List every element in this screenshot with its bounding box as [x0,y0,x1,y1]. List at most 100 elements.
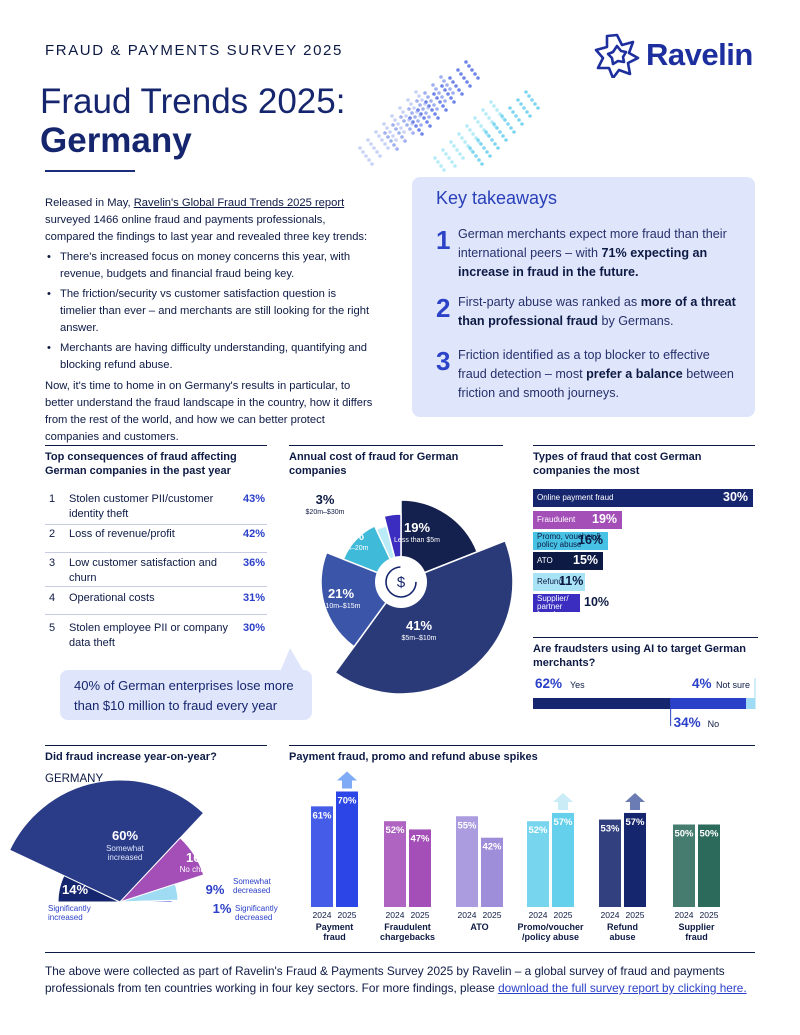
spike-bar [698,824,720,907]
decor-dot [375,150,379,154]
decor-dot [424,100,428,104]
decor-dot [411,131,415,135]
decor-dot [457,88,461,92]
takeaway-number: 1 [436,225,451,255]
spike-category-label: Fraudulent [384,922,431,932]
spikes-title: Payment fraud, promo and refund abuse sp… [289,745,755,764]
decor-dot [412,106,416,110]
yoy-value: 16% [186,850,212,865]
decor-dot [489,100,493,104]
decor-dot [436,116,440,120]
spike-year-label: 2025 [700,910,719,920]
decor-dot [487,134,491,138]
decor-dot [479,124,483,128]
decor-dot [408,116,412,120]
annual-cost-title: Annual cost of fraud for German companie… [289,445,503,478]
decor-dot [386,135,390,139]
consequence-percent: 42% [242,528,265,540]
decor-dot [433,112,437,116]
decor-dot [389,139,393,143]
decor-dot [528,114,532,118]
consequence-percent: 31% [242,592,265,604]
decor-dot [464,60,468,64]
consequence-row: 5 Stolen employee PII or company data th… [45,620,267,652]
spike-bar [456,816,478,907]
title-line-2: Germany [40,121,192,160]
decor-dot [388,130,392,134]
slice-value: 21% [328,586,354,601]
spike-bar-value: 55% [457,820,477,831]
fraud-type-value: 16% [578,533,604,547]
slice-label: $10m–$15m [322,603,361,610]
decor-dot [399,115,403,119]
spike-year-label: 2024 [458,910,477,920]
decor-dot [450,160,454,164]
ravelin-logo: Ravelin [594,32,753,78]
decor-dot [485,150,489,154]
spike-category-label: abuse [609,932,635,942]
takeaway-text-plain: by Germans. [597,314,674,328]
takeaway-text-plain: First-party abuse was ranked as [458,295,641,309]
decor-dot [448,87,452,91]
ai-bar-segment [746,698,755,709]
spike-category-label: Promo/voucher [517,922,584,932]
decor-dot [366,138,370,142]
slice-label: $5m–$10m [401,635,436,642]
decor-dot [358,146,362,150]
ai-yes-label: Yes [570,680,585,690]
decor-dot [437,91,441,95]
decor-dot [451,91,455,95]
decor-dot [413,115,417,119]
spike-bar-value: 57% [553,817,573,828]
decor-dot [468,128,472,132]
decor-dot [436,160,440,164]
decor-dot [439,164,443,168]
decor-dot [504,138,508,142]
decor-dot [405,123,409,127]
decor-dot [473,116,477,120]
ai-no-value: 34% [674,715,701,730]
decor-dot [441,148,445,152]
decor-dot [421,107,425,111]
pie-slice [400,499,479,584]
decor-dot [445,83,449,87]
decor-dot [374,130,378,134]
decor-dot [418,103,422,107]
yoy-slice [119,883,179,903]
decor-dot [430,108,434,112]
rank-number: 2 [49,528,56,540]
yoy-semicircle-chart: 14%Significantlyincreased60%Somewhatincr… [0,780,290,930]
decor-dot [364,154,368,158]
yoy-label: Significantly [235,904,278,913]
yoy-baseline-mask [0,902,290,930]
decor-dot [426,95,430,99]
decor-dot [407,107,411,111]
decor-dot [398,106,402,110]
spike-category-label: chargebacks [380,932,435,942]
decor-dot [415,99,419,103]
decor-dot [399,126,403,130]
decor-dot [471,150,475,154]
enterprise-loss-callout: 40% of German enterprises lose more than… [60,670,312,720]
footer-text: The above were collected as part of Rave… [45,963,760,997]
yoy-title: Did fraud increase year-on-year? [45,745,267,764]
spike-bar [673,824,695,907]
yoy-value: 9% [206,882,225,897]
download-report-link[interactable]: download the full survey report by click… [498,981,747,995]
decor-dot [454,84,458,88]
spike-year-label: 2024 [675,910,694,920]
decor-dot [530,98,534,102]
decor-dot [408,127,412,131]
decor-dot [417,128,421,132]
decor-dot [484,112,488,116]
footer-body: The above were collected as part of Rave… [45,964,725,995]
decor-dot [431,83,435,87]
decor-dot [419,112,423,116]
report-link[interactable]: Ravelin's Global Fraud Trends 2025 repor… [133,197,345,209]
rank-number: 1 [49,493,56,505]
decor-dot [442,79,446,83]
consequence-percent: 30% [242,622,265,634]
spike-year-label: 2025 [626,910,645,920]
yoy-label: No change [180,865,219,874]
annual-cost-pie-chart: $19% Less than $5m 41% $5m–$10m 21% $10m–$15m… [306,474,514,695]
